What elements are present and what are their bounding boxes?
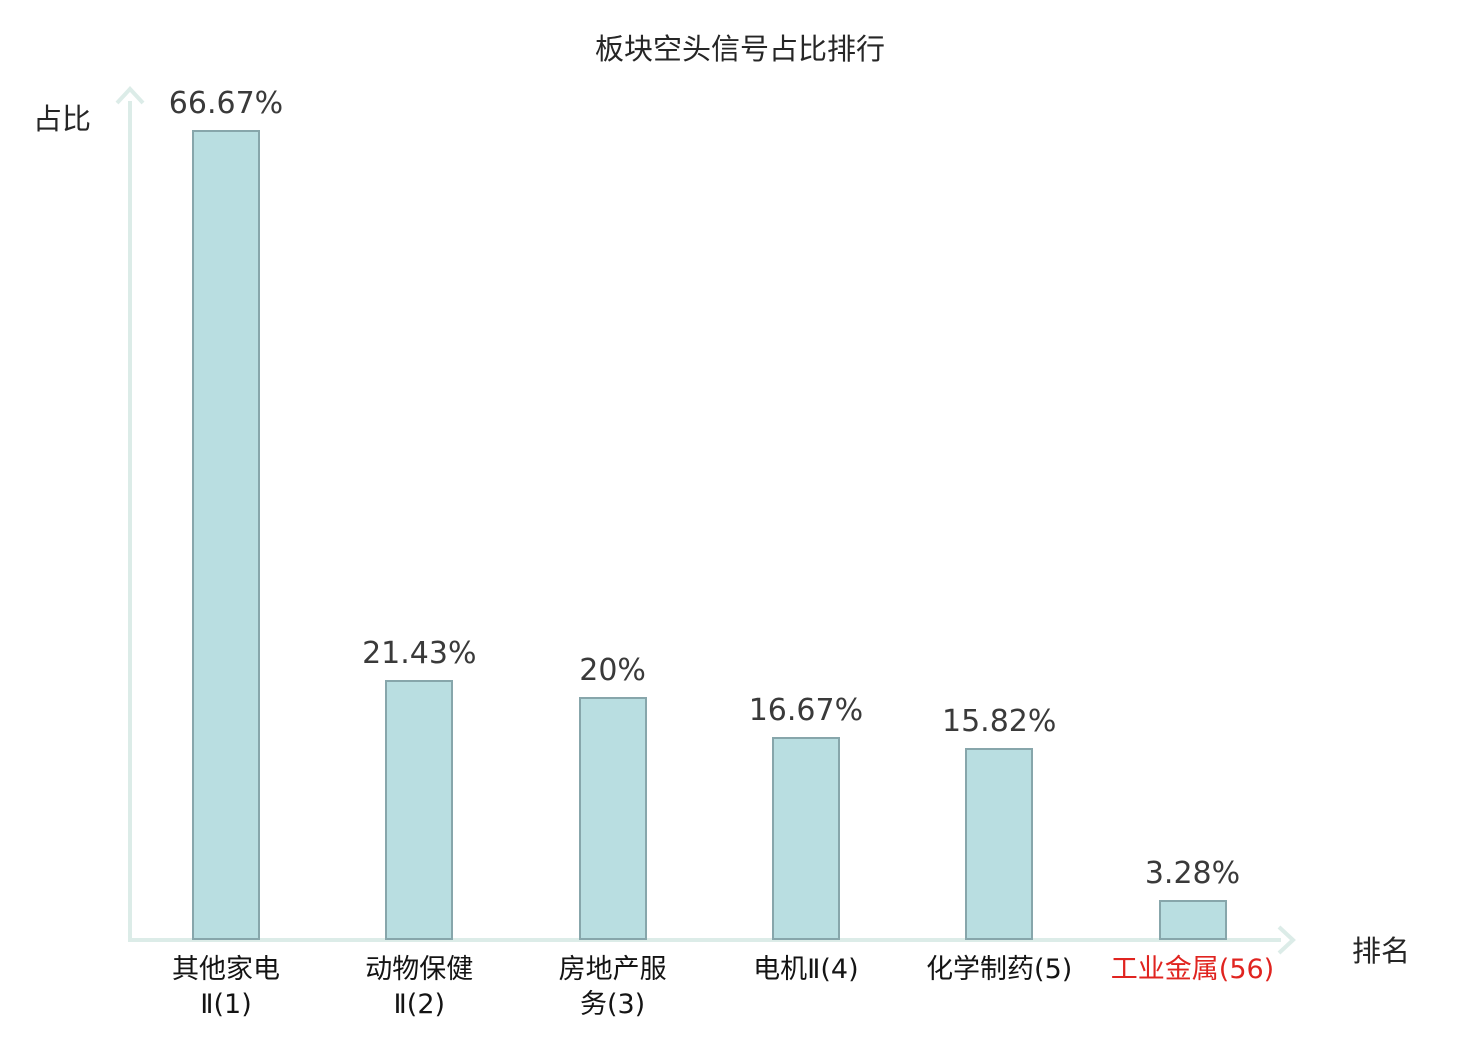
bar-category-label-line: 电机Ⅱ(4)	[753, 954, 859, 985]
bar	[771, 737, 840, 940]
bar-value-label: 3.28%	[1144, 856, 1241, 891]
y-axis-label: 占比	[33, 102, 92, 136]
x-axis-label: 排名	[1352, 934, 1411, 968]
bar-category-label: 其他家电 Ⅱ(1)	[116, 952, 336, 1022]
bar	[578, 697, 647, 940]
bar-value-label: 15.82%	[941, 704, 1057, 739]
bar-category-label-line: 务(3)	[579, 989, 646, 1020]
bar-value-label: 21.43%	[362, 636, 477, 671]
bar-category-label-line: 动物保健	[365, 954, 474, 985]
bar	[965, 748, 1034, 940]
bar-value-label: 20%	[579, 653, 646, 688]
bar	[385, 680, 454, 940]
bar-category-label: 化学制药(5)	[889, 952, 1109, 987]
bar	[192, 130, 260, 940]
bar-value-label: 16.67%	[748, 693, 864, 728]
chart-title: 板块空头信号占比排行	[594, 32, 885, 66]
bar-category-label-line: Ⅱ(1)	[200, 989, 252, 1020]
bar-category-label-line: Ⅱ(2)	[393, 989, 446, 1020]
bar-category-label-line: 房地产服	[558, 954, 667, 985]
bar-value-label: 66.67%	[168, 86, 284, 121]
bar-category-label: 动物保健 Ⅱ(2)	[309, 952, 529, 1022]
bar-category-label: 电机Ⅱ(4)	[696, 952, 916, 987]
bar-category-label-line: 其他家电	[172, 954, 280, 985]
bar	[1158, 900, 1227, 940]
bar-category-label-line: 工业金属(56)	[1110, 954, 1275, 985]
bar-category-label: 房地产服务(3)	[503, 952, 723, 1022]
bar-category-label-line: 化学制药(5)	[926, 954, 1073, 985]
bar-category-label: 工业金属(56)	[1083, 952, 1303, 987]
